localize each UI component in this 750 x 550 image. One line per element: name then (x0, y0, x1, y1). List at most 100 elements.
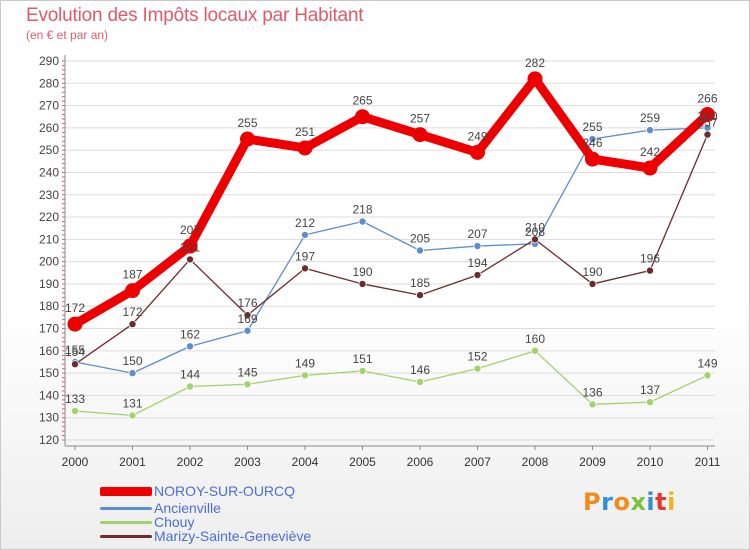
data-point-noroy-sur-ourcq (182, 238, 198, 254)
x-tick-label: 2006 (407, 455, 434, 469)
data-point-ancienville (300, 230, 309, 239)
data-point-chouy (300, 371, 309, 380)
legend-swatch-chouy (100, 520, 152, 524)
data-label-chouy: 160 (525, 332, 545, 346)
data-point-noroy-sur-ourcq (470, 144, 485, 160)
data-label-ancienville: 207 (467, 227, 487, 241)
y-tick-label: 160 (39, 344, 59, 358)
legend-swatch-noroy (100, 486, 152, 496)
legend-item-marizy: Marizy-Sainte-Geneviève (100, 528, 420, 544)
chart-title: Evolution des Impôts locaux par Habitant (26, 5, 364, 26)
data-label-noroy-sur-ourcq: 246 (582, 136, 602, 150)
data-point-chouy (358, 366, 367, 375)
logo-letter: i (667, 488, 676, 516)
data-point-noroy-sur-ourcq (297, 140, 313, 156)
x-tick-label: 2007 (464, 455, 491, 469)
y-tick-label: 170 (39, 322, 59, 336)
data-point-chouy (588, 400, 597, 409)
data-label-chouy: 149 (295, 356, 315, 370)
data-label-marizy-sainte-genevieve: 190 (582, 265, 602, 279)
data-label-chouy: 152 (467, 350, 487, 364)
data-label-ancienville: 259 (640, 111, 660, 125)
data-label-chouy: 136 (582, 385, 602, 399)
data-point-chouy (703, 371, 712, 380)
data-point-ancienville (358, 217, 367, 226)
data-point-ancienville (588, 135, 597, 144)
y-tick-label: 140 (39, 388, 59, 402)
data-label-marizy-sainte-genevieve: 194 (467, 256, 487, 270)
data-label-marizy-sainte-genevieve: 190 (352, 265, 372, 279)
data-label-ancienville: 255 (582, 120, 602, 134)
data-point-noroy-sur-ourcq (67, 316, 83, 332)
data-label-noroy-sur-ourcq: 251 (295, 125, 315, 139)
y-tick-label: 220 (39, 210, 59, 224)
legend-swatch-ancienville (100, 506, 152, 510)
data-label-marizy-sainte-genevieve: 154 (65, 345, 85, 359)
logo-letter: t (655, 488, 668, 516)
y-tick-label: 230 (39, 188, 59, 202)
proxiti-logo: Proxiti (583, 488, 676, 516)
data-label-noroy-sur-ourcq: 257 (410, 112, 430, 126)
y-tick-label: 250 (39, 143, 59, 157)
legend-label-marizy: Marizy-Sainte-Geneviève (154, 528, 312, 544)
data-label-noroy-sur-ourcq: 207 (180, 223, 200, 237)
x-tick-label: 2004 (292, 455, 319, 469)
x-tick-label: 2002 (177, 455, 204, 469)
data-label-chouy: 146 (410, 363, 430, 377)
y-tick-label: 120 (39, 433, 59, 447)
data-point-ancienville (646, 126, 655, 135)
data-label-ancienville: 212 (295, 216, 315, 230)
data-point-marizy-sainte-genevieve (473, 271, 482, 280)
data-label-chouy: 151 (352, 352, 372, 366)
data-point-chouy (473, 364, 482, 373)
data-label-noroy-sur-ourcq: 265 (352, 94, 372, 108)
series-line-chouy (74, 350, 709, 417)
logo-letter: o (613, 488, 631, 516)
data-label-ancienville: 150 (122, 354, 142, 368)
data-label-ancienville: 208 (525, 225, 545, 239)
x-tick-label: 2001 (119, 455, 146, 469)
series-line-ancienville (74, 127, 709, 374)
data-point-chouy (128, 411, 137, 420)
data-label-chouy: 131 (122, 396, 142, 410)
data-point-ancienville (185, 342, 194, 351)
x-tick-label: 2003 (234, 455, 261, 469)
y-tick-label: 270 (39, 99, 59, 113)
y-tick-label: 130 (39, 411, 59, 425)
data-label-chouy: 145 (237, 365, 257, 379)
data-point-chouy (531, 346, 540, 355)
data-point-marizy-sainte-genevieve (646, 266, 655, 275)
legend-item-noroy: NOROY-SUR-OURCQ (100, 483, 420, 499)
data-label-chouy: 137 (640, 383, 660, 397)
data-point-noroy-sur-ourcq (412, 127, 428, 143)
data-label-ancienville: 162 (180, 327, 200, 341)
x-tick-label: 2005 (349, 455, 376, 469)
y-tick-label: 280 (39, 76, 59, 90)
series-line-marizy-sainte-genevieve (74, 133, 709, 365)
logo-letter: P (583, 488, 602, 516)
data-label-noroy-sur-ourcq: 266 (697, 92, 717, 106)
data-point-marizy-sainte-genevieve (358, 279, 367, 288)
data-label-marizy-sainte-genevieve: 197 (295, 249, 315, 263)
data-label-noroy-sur-ourcq: 282 (525, 56, 545, 70)
legend-label-noroy: NOROY-SUR-OURCQ (154, 483, 296, 499)
y-tick-label: 190 (39, 277, 59, 291)
data-point-marizy-sainte-genevieve (703, 130, 712, 139)
data-point-marizy-sainte-genevieve (243, 311, 252, 320)
data-point-chouy (646, 398, 655, 407)
data-label-chouy: 149 (697, 356, 717, 370)
x-tick-label: 2009 (579, 455, 606, 469)
data-label-ancienville: 169 (237, 312, 257, 326)
logo-letter: x (630, 488, 647, 516)
data-label-noroy-sur-ourcq: 242 (640, 145, 660, 159)
legend-swatch-marizy (100, 534, 152, 538)
data-label-chouy: 133 (65, 392, 85, 406)
data-label-ancienville: 205 (410, 232, 430, 246)
x-tick-label: 2008 (522, 455, 549, 469)
legend-item-ancienville: Ancienville (100, 500, 420, 516)
data-point-noroy-sur-ourcq (527, 71, 543, 87)
series-line-noroy-sur-ourcq (70, 74, 712, 329)
y-tick-label: 260 (39, 121, 59, 135)
data-point-marizy-sainte-genevieve (531, 235, 540, 244)
